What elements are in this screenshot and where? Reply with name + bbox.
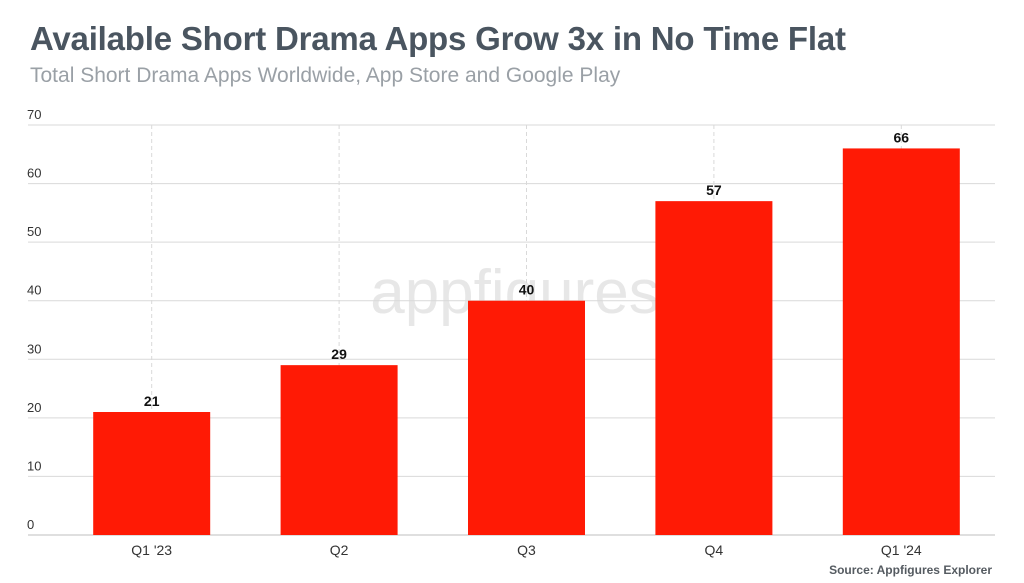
x-tick-label: Q3 xyxy=(517,542,536,558)
y-tick-label: 40 xyxy=(27,283,41,298)
y-tick-label: 70 xyxy=(27,107,41,122)
x-tick-label: Q4 xyxy=(705,542,724,558)
y-tick-label: 0 xyxy=(27,517,34,532)
y-tick-label: 10 xyxy=(27,458,41,473)
x-tick-label: Q1 '24 xyxy=(881,542,922,558)
y-tick-label: 60 xyxy=(27,166,41,181)
data-label: 29 xyxy=(331,346,347,362)
data-label: 21 xyxy=(144,393,160,409)
y-tick-label: 30 xyxy=(27,341,41,356)
bar xyxy=(280,365,398,535)
bar xyxy=(842,148,960,535)
y-tick-label: 50 xyxy=(27,224,41,239)
source-note: Source: Appfigures Explorer xyxy=(829,563,992,577)
y-tick-label: 20 xyxy=(27,400,41,415)
bar xyxy=(655,201,773,535)
chart-subtitle: Total Short Drama Apps Worldwide, App St… xyxy=(30,64,621,87)
data-label: 57 xyxy=(706,182,722,198)
chart-title: Available Short Drama Apps Grow 3x in No… xyxy=(30,20,846,57)
bar xyxy=(93,412,211,535)
x-tick-label: Q2 xyxy=(330,542,349,558)
data-label: 66 xyxy=(894,129,910,145)
bar xyxy=(468,300,585,535)
x-tick-label: Q1 '23 xyxy=(131,542,172,558)
data-label: 40 xyxy=(519,282,535,298)
